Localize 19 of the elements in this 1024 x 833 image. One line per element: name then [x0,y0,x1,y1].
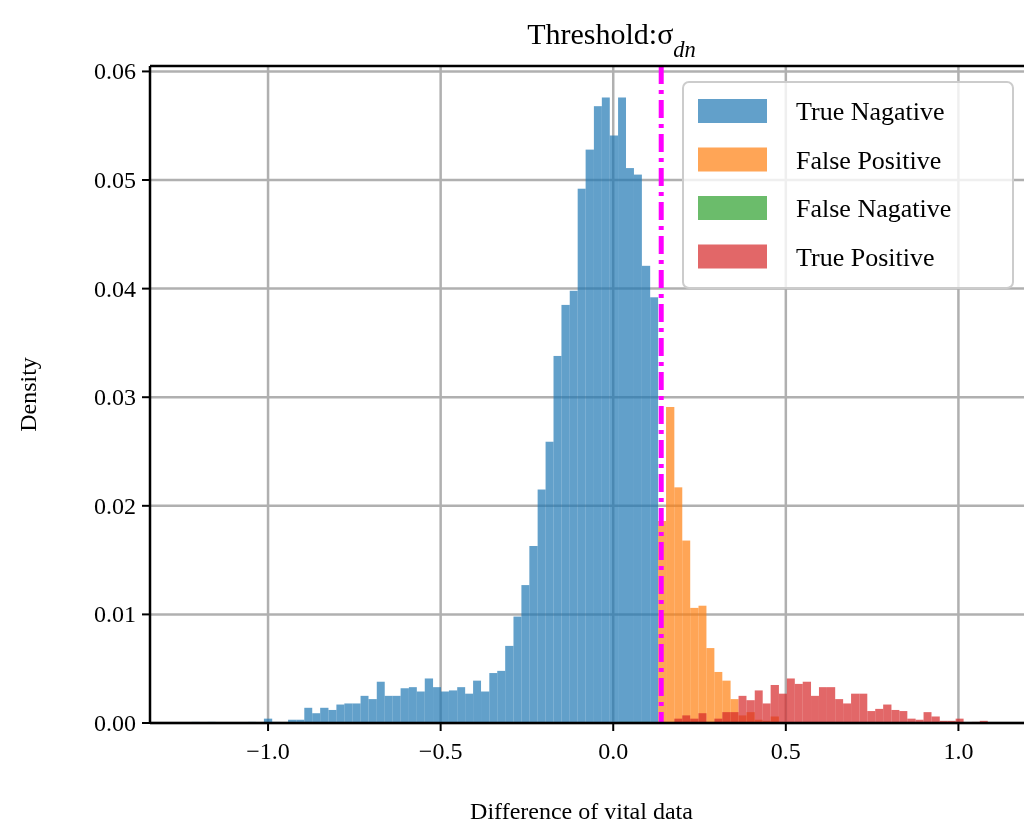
x-tick-label: 0.0 [598,738,629,764]
y-axis-title: Density [15,357,41,432]
x-tick-label: 1.0 [943,738,974,764]
chart-title: Threshold:σ$_{dn}$ [527,17,696,62]
y-tick-label: 0.02 [94,492,136,519]
y-tick-label: 0.04 [94,275,136,302]
legend-label: True Positive [796,242,935,272]
y-tick-label: 0.01 [94,601,136,628]
x-axis-title: Difference of vital data [470,798,694,824]
legend-label: True Nagative [796,97,945,126]
y-tick-label: 0.00 [94,710,136,736]
legend-label: False Positive [796,145,942,175]
y-tick-label: 0.06 [94,58,136,85]
y-tick-label: 0.05 [94,167,136,194]
legend-label: False Nagative [796,194,952,223]
y-tick-label: 0.03 [94,384,136,411]
x-tick-label: −0.5 [418,738,463,764]
x-tick-label: 0.5 [770,738,801,764]
x-tick-label: −1.0 [246,738,290,764]
